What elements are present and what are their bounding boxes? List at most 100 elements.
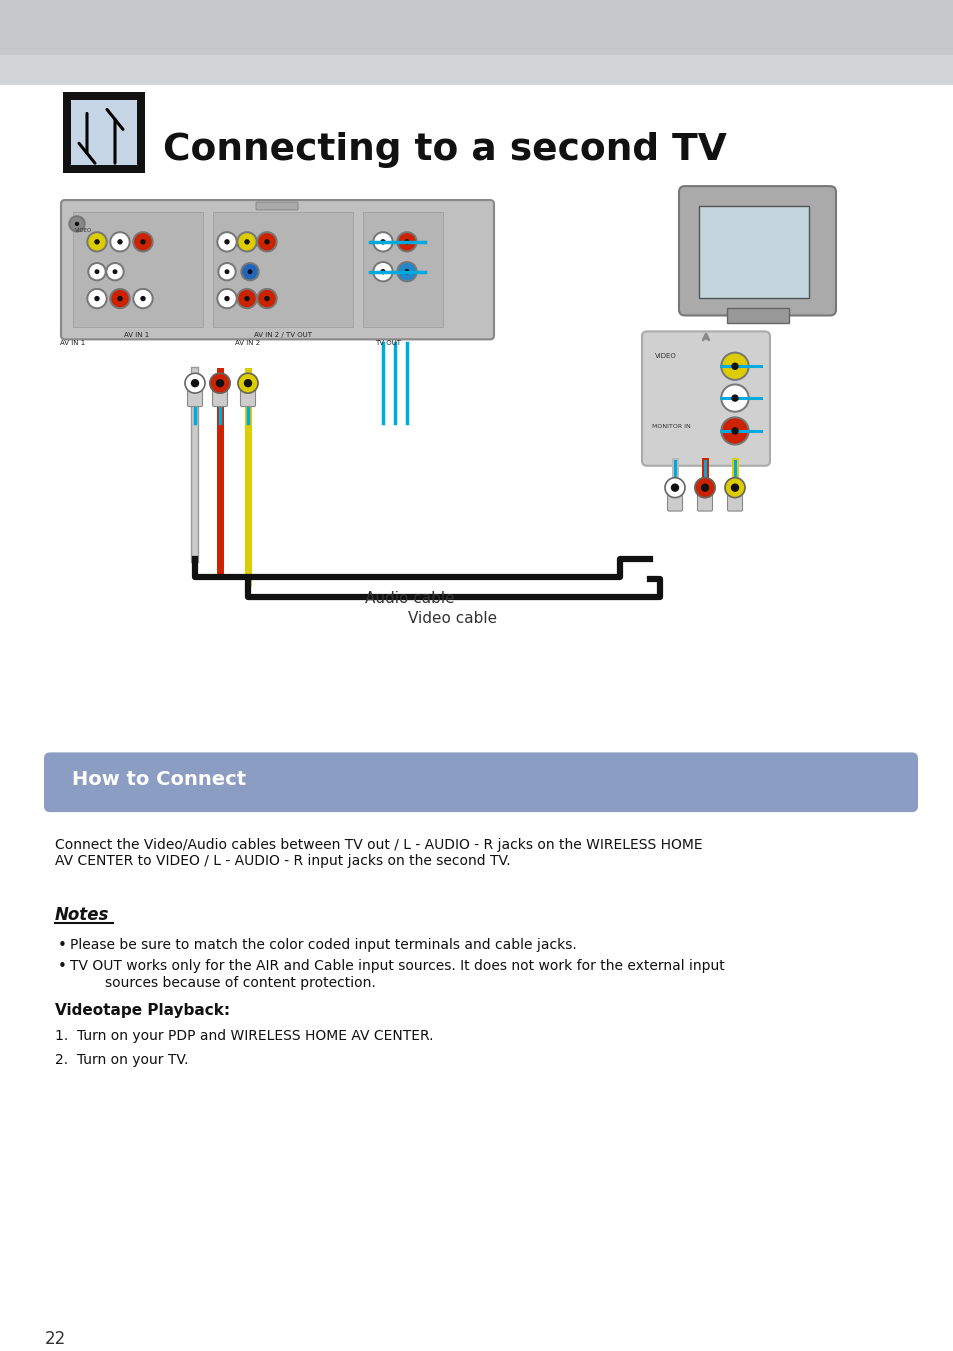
Circle shape bbox=[220, 265, 233, 278]
Text: Connect the Video/Audio cables between TV out / L - AUDIO - R jacks on the WIREL: Connect the Video/Audio cables between T… bbox=[55, 838, 702, 869]
Text: 22: 22 bbox=[45, 1329, 66, 1347]
Circle shape bbox=[108, 265, 122, 278]
Circle shape bbox=[87, 232, 107, 251]
Circle shape bbox=[236, 289, 256, 308]
Text: 2.  Turn on your TV.: 2. Turn on your TV. bbox=[55, 1052, 189, 1067]
Circle shape bbox=[239, 234, 254, 250]
Circle shape bbox=[731, 363, 738, 369]
FancyBboxPatch shape bbox=[73, 212, 203, 327]
Circle shape bbox=[210, 373, 230, 393]
Circle shape bbox=[398, 234, 415, 250]
Circle shape bbox=[731, 428, 738, 434]
FancyBboxPatch shape bbox=[363, 212, 442, 327]
Circle shape bbox=[225, 240, 229, 243]
Circle shape bbox=[132, 232, 152, 251]
Circle shape bbox=[110, 289, 130, 308]
Circle shape bbox=[722, 419, 746, 443]
Circle shape bbox=[375, 234, 391, 250]
Circle shape bbox=[219, 234, 234, 250]
Circle shape bbox=[244, 380, 252, 386]
Circle shape bbox=[192, 380, 198, 386]
FancyBboxPatch shape bbox=[63, 92, 145, 173]
Circle shape bbox=[373, 262, 393, 281]
Circle shape bbox=[106, 262, 124, 281]
FancyBboxPatch shape bbox=[0, 0, 953, 85]
Circle shape bbox=[216, 380, 223, 386]
Circle shape bbox=[245, 240, 249, 243]
Circle shape bbox=[722, 386, 746, 411]
Text: VIDEO: VIDEO bbox=[655, 353, 676, 359]
Text: TV OUT: TV OUT bbox=[375, 340, 400, 346]
Text: Please be sure to match the color coded input terminals and cable jacks.: Please be sure to match the color coded … bbox=[70, 938, 577, 951]
Text: TV OUT works only for the AIR and Cable input sources. It does not work for the : TV OUT works only for the AIR and Cable … bbox=[70, 959, 724, 989]
Circle shape bbox=[720, 384, 748, 412]
Text: Audio cable: Audio cable bbox=[365, 592, 455, 607]
Circle shape bbox=[239, 290, 254, 307]
Circle shape bbox=[380, 240, 385, 243]
Text: VIDEO: VIDEO bbox=[75, 228, 92, 232]
Circle shape bbox=[375, 263, 391, 280]
Text: How to Connect: How to Connect bbox=[71, 770, 246, 789]
Circle shape bbox=[724, 478, 744, 497]
Circle shape bbox=[720, 353, 748, 380]
Circle shape bbox=[135, 234, 151, 250]
FancyBboxPatch shape bbox=[240, 382, 255, 407]
Circle shape bbox=[132, 289, 152, 308]
FancyBboxPatch shape bbox=[697, 486, 712, 511]
FancyBboxPatch shape bbox=[0, 55, 953, 85]
Circle shape bbox=[258, 234, 274, 250]
FancyBboxPatch shape bbox=[0, 85, 953, 1344]
Circle shape bbox=[95, 270, 99, 273]
FancyBboxPatch shape bbox=[727, 486, 741, 511]
FancyBboxPatch shape bbox=[699, 205, 808, 297]
Circle shape bbox=[265, 297, 269, 300]
Circle shape bbox=[90, 265, 104, 278]
FancyBboxPatch shape bbox=[255, 203, 297, 209]
Circle shape bbox=[185, 373, 205, 393]
Circle shape bbox=[112, 290, 128, 307]
Circle shape bbox=[373, 232, 393, 251]
Circle shape bbox=[243, 265, 256, 278]
FancyBboxPatch shape bbox=[213, 212, 353, 327]
Circle shape bbox=[71, 218, 83, 230]
Circle shape bbox=[405, 270, 409, 274]
FancyBboxPatch shape bbox=[61, 200, 494, 339]
Circle shape bbox=[95, 240, 99, 243]
Circle shape bbox=[88, 262, 106, 281]
Circle shape bbox=[237, 373, 257, 393]
Circle shape bbox=[219, 290, 234, 307]
Circle shape bbox=[671, 484, 678, 492]
Circle shape bbox=[218, 262, 235, 281]
Circle shape bbox=[75, 223, 78, 226]
Circle shape bbox=[118, 297, 122, 300]
FancyBboxPatch shape bbox=[679, 186, 835, 316]
Circle shape bbox=[396, 232, 416, 251]
Circle shape bbox=[258, 290, 274, 307]
Circle shape bbox=[89, 290, 105, 307]
FancyBboxPatch shape bbox=[71, 100, 137, 165]
Circle shape bbox=[695, 478, 714, 497]
Circle shape bbox=[216, 289, 236, 308]
Text: AV IN 1: AV IN 1 bbox=[60, 340, 86, 346]
FancyBboxPatch shape bbox=[188, 382, 202, 407]
Text: Video cable: Video cable bbox=[408, 611, 497, 626]
Circle shape bbox=[256, 289, 276, 308]
Text: Connecting to a second TV: Connecting to a second TV bbox=[163, 132, 726, 169]
Circle shape bbox=[720, 417, 748, 444]
Circle shape bbox=[265, 240, 269, 243]
Circle shape bbox=[245, 297, 249, 300]
Circle shape bbox=[69, 216, 85, 232]
FancyBboxPatch shape bbox=[641, 331, 769, 466]
Text: 1.  Turn on your PDP and WIRELESS HOME AV CENTER.: 1. Turn on your PDP and WIRELESS HOME AV… bbox=[55, 1029, 433, 1043]
Text: Videotape Playback:: Videotape Playback: bbox=[55, 1004, 230, 1019]
Circle shape bbox=[731, 394, 738, 401]
Circle shape bbox=[398, 263, 415, 280]
Circle shape bbox=[141, 240, 145, 243]
Circle shape bbox=[112, 234, 128, 250]
Circle shape bbox=[396, 262, 416, 281]
FancyBboxPatch shape bbox=[667, 486, 681, 511]
Circle shape bbox=[700, 484, 708, 492]
FancyBboxPatch shape bbox=[213, 382, 227, 407]
Circle shape bbox=[135, 290, 151, 307]
Circle shape bbox=[118, 240, 122, 243]
